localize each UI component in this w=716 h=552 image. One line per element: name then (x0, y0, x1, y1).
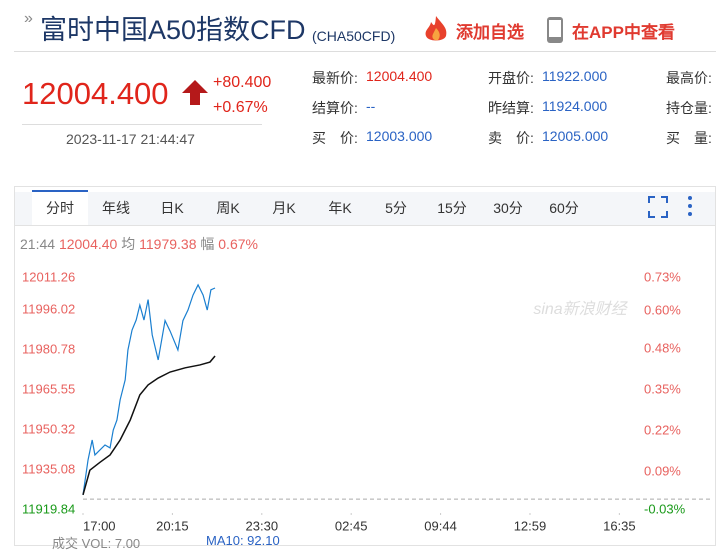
fullscreen-icon[interactable] (648, 196, 668, 218)
watermark: sina新浪财经 (533, 300, 628, 318)
field-value: 11924.000 (542, 98, 608, 114)
tab[interactable]: 5分 (385, 200, 407, 216)
tab[interactable]: 15分 (437, 200, 467, 216)
tab[interactable]: 月K (272, 200, 296, 216)
tab[interactable]: 年线 (102, 200, 130, 216)
field-label: 买 价: (312, 130, 358, 146)
divider (14, 51, 716, 52)
field-value: 12004.400 (366, 68, 433, 84)
tab[interactable]: 日K (160, 200, 184, 216)
footer-ma: MA10: 92.10 (206, 533, 280, 548)
tab[interactable]: 年K (328, 200, 352, 216)
title: 富时中国A50指数CFD (40, 15, 306, 45)
series-line (82, 283, 216, 495)
phone-icon (547, 17, 563, 43)
add-watchlist[interactable]: 添加自选 (456, 23, 524, 42)
more-icon[interactable] (686, 194, 694, 218)
price-underline (22, 124, 262, 125)
field-label: 昨结算: (488, 100, 534, 116)
info-avg-label: 均 (121, 236, 136, 252)
footer-vol: 成交 VOL: 7.00 (52, 536, 141, 551)
x-tick-label: 20:15 (156, 518, 189, 533)
tab[interactable]: 分时 (32, 190, 88, 225)
x-tick-label: 12:59 (514, 518, 547, 533)
x-tick-label: 16:35 (603, 518, 636, 533)
y2-tick-label: -0.03% (644, 501, 686, 516)
field-label: 最高价: (666, 70, 712, 86)
field-value: 12003.000 (366, 128, 433, 144)
field-label: 最新价: (312, 70, 358, 86)
y-tick-label: 11996.02 (22, 301, 75, 316)
y2-tick-label: 0.60% (644, 302, 681, 317)
y2-tick-label: 0.35% (644, 381, 681, 396)
info-avg: 11979.38 (139, 236, 197, 252)
info-amp: 0.67% (218, 236, 258, 252)
info-amp-label: 幅 (200, 236, 215, 252)
info-price: 12004.40 (58, 236, 118, 252)
y-tick-label: 11919.84 (22, 501, 75, 516)
field-label: 持仓量: (666, 100, 712, 116)
tab-bar (15, 192, 715, 226)
y-tick-label: 11950.32 (22, 421, 75, 436)
tab[interactable]: 60分 (549, 200, 579, 216)
field-value: 12005.000 (542, 128, 609, 144)
y-tick-label: 12011.26 (22, 269, 75, 284)
y2-tick-label: 0.22% (644, 422, 681, 437)
y-tick-label: 11935.08 (22, 461, 75, 476)
code: (CHA50CFD) (312, 28, 396, 44)
x-tick-label: 02:45 (335, 518, 368, 533)
field-label: 结算价: (312, 100, 358, 116)
field-value: -- (366, 98, 376, 114)
y-tick-label: 11965.55 (22, 381, 75, 396)
change: +80.400 (213, 74, 272, 91)
x-tick-label: 17:00 (83, 518, 116, 533)
tab[interactable]: 周K (216, 200, 240, 216)
info-time: 21:44 (20, 236, 56, 252)
header-icon: » (24, 10, 33, 27)
y2-tick-label: 0.09% (644, 464, 681, 479)
view-app[interactable]: 在APP中查看 (572, 23, 675, 42)
field-value: 11922.000 (542, 68, 608, 84)
x-tick-label: 09:44 (424, 518, 457, 533)
x-tick-label: 23:30 (246, 518, 279, 533)
y2-tick-label: 0.73% (644, 269, 681, 284)
up-arrow (182, 80, 208, 105)
field-label: 开盘价: (488, 70, 534, 86)
info-line: 21:44 12004.40 均 11979.38 幅 0.67% (20, 234, 258, 254)
datetime: 2023-11-17 21:44:47 (66, 131, 195, 147)
y2-tick-label: 0.48% (644, 340, 681, 355)
field-label: 买 量: (666, 130, 712, 146)
y-tick-label: 11980.78 (22, 341, 75, 356)
price: 12004.400 (22, 76, 169, 111)
tab[interactable]: 30分 (493, 200, 523, 216)
fire-icon (425, 16, 447, 41)
series-line (82, 355, 216, 496)
field-label: 卖 价: (488, 130, 534, 146)
change-pct: +0.67% (213, 99, 268, 116)
